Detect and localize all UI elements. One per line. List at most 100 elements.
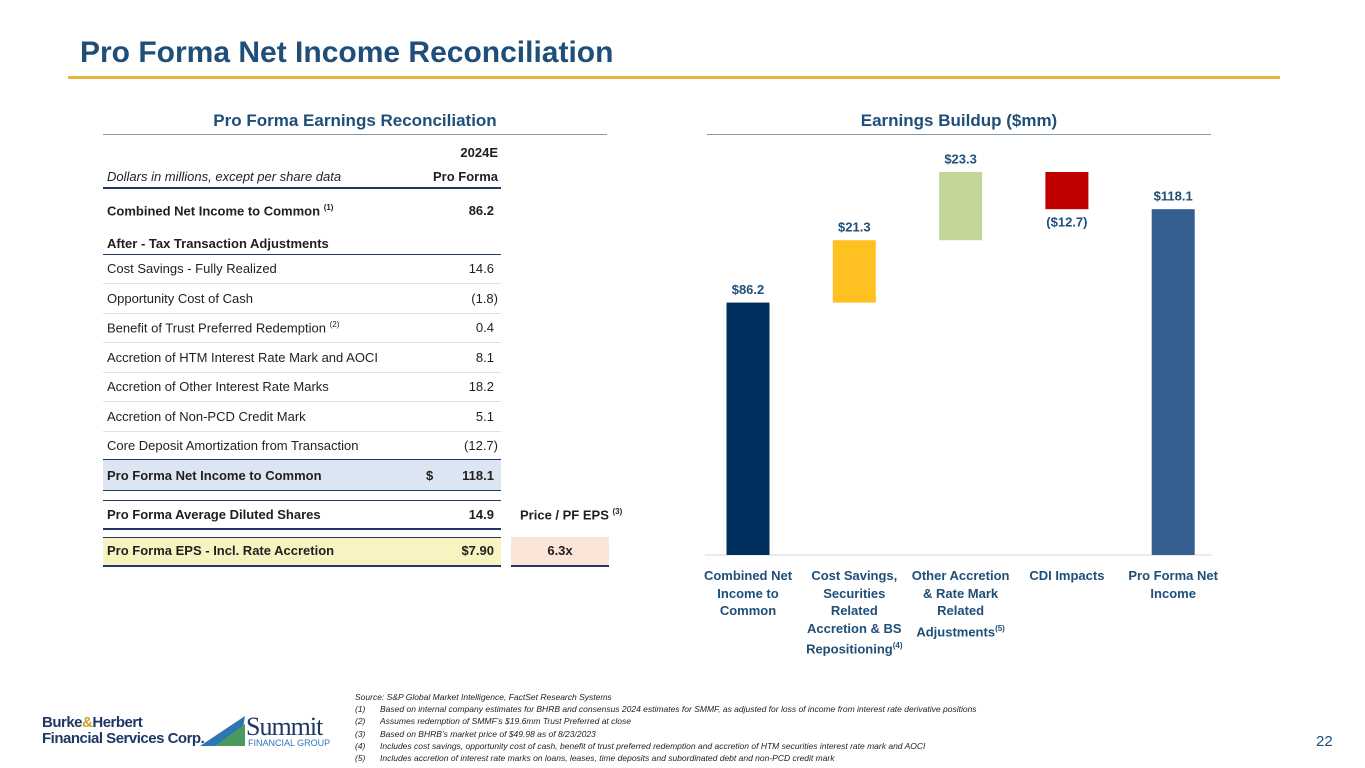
cell-value: (12.7) (464, 438, 498, 453)
category-text: Cost Savings, Securities Related Accreti… (806, 568, 902, 657)
rule (511, 565, 609, 567)
cell-text: Accretion of HTM Interest Rate Mark and … (107, 350, 378, 365)
cell-text: Price / PF EPS (520, 507, 609, 523)
cell-text: Opportunity Cost of Cash (107, 291, 253, 306)
cell-text: $ (426, 468, 434, 483)
logo-text: & (82, 714, 93, 731)
cell-text: Combined Net Income to Common (107, 203, 321, 219)
rule (707, 134, 1211, 135)
footnote-ref: (5) (995, 623, 1005, 633)
cell-text: Pro Forma Average Diluted Shares (107, 507, 321, 522)
rule (103, 500, 501, 501)
footnote-ref: (4) (892, 641, 903, 650)
rule (103, 371, 501, 373)
rule (103, 312, 501, 314)
cell-text: After - Tax Transaction Adjustments (107, 236, 329, 251)
rule (103, 490, 501, 491)
footnote-text: Based on BHRB’s market price of $49.98 a… (380, 728, 596, 739)
cell-text: Core Deposit Amortization from Transacti… (107, 438, 359, 453)
category-text: CDI Impacts (1029, 568, 1105, 583)
data-label: $21.3 (838, 220, 871, 235)
logo-text: Financial Services Corp. (42, 730, 205, 747)
logo-burke: Burke&Herbert (42, 714, 143, 731)
cell-value: 0.4 (475, 320, 494, 335)
bar (939, 172, 983, 241)
category-label: Other Accretion & Rate Mark Related Adju… (911, 567, 1011, 640)
cell-text: Combined Net Income to Common (1) (107, 203, 333, 218)
footnote-mark: (1) (355, 704, 366, 714)
page-number: 22 (1316, 733, 1333, 750)
cell-text: Benefit of Trust Preferred Redemption (107, 320, 326, 336)
rule (103, 528, 501, 530)
table-title: Pro Forma Earnings Reconciliation (213, 111, 497, 130)
cell-value: 14.9 (468, 507, 494, 522)
rule (103, 187, 501, 189)
footnote-mark: (3) (355, 728, 366, 739)
category-text: Combined Net Income to Common (703, 568, 793, 618)
category-label: CDI Impacts (1017, 567, 1117, 585)
bar (726, 302, 770, 555)
logo-text: Herbert (92, 714, 143, 731)
cell-text: Accretion of HTM Interest Rate Mark and … (107, 349, 378, 365)
data-label: $86.2 (732, 282, 765, 297)
cell-value: 6.3x (547, 543, 573, 558)
row-highlight (103, 537, 501, 565)
cell-value: 14.6 (468, 261, 494, 276)
data-label: $118.1 (1154, 189, 1193, 204)
cell-text: Benefit of Trust Preferred Redemption (2… (107, 320, 339, 335)
cell-value: $7.90 (461, 543, 494, 558)
rule (103, 342, 501, 343)
row-highlight (511, 537, 609, 565)
category-label: Pro Forma Net Income (1123, 567, 1223, 602)
logo-text: FINANCIAL GROUP (248, 738, 331, 748)
footnote-ref: (1) (323, 203, 334, 212)
cell-text: Cost Savings - Fully Realized (107, 261, 277, 276)
cell-value: Pro Forma (432, 169, 498, 184)
cell-text: Accretion of Non-PCD Credit Mark (107, 409, 306, 424)
cell-value: 8.1 (475, 349, 494, 365)
cell-value: 2024E (460, 145, 498, 160)
footnote-text: Based on internal company estimates for … (380, 704, 977, 714)
footnote-ref: (3) (612, 507, 623, 516)
bar (832, 240, 876, 303)
cell-value: 86.2 (468, 203, 494, 218)
category-text: Other Accretion & Rate Mark Related Adju… (911, 568, 1010, 639)
data-label: $23.3 (944, 151, 977, 166)
cell-text: Pro Forma EPS - Incl. Rate Accretion (107, 543, 335, 558)
footnote-mark: (5) (355, 753, 366, 764)
category-label: Cost Savings, Securities Related Accreti… (804, 567, 904, 658)
cell-value: 18.2 (468, 379, 494, 394)
category-label: Combined Net Income to Common (698, 567, 798, 620)
cell-text: Accretion of Non-PCD Credit Mark (107, 408, 306, 424)
footnote-mark: (2) (355, 716, 366, 727)
source: Source: S&P Global Market Intelligence, … (355, 692, 612, 702)
slide-title: Pro Forma Net Income Reconciliation (80, 36, 614, 69)
logo-text: Summit (246, 712, 323, 741)
cell-value: (1.8) (471, 290, 498, 306)
rule (103, 254, 501, 255)
row-highlight (103, 460, 501, 490)
cell-text: Accretion of Other Interest Rate Marks (107, 379, 329, 394)
cell-text: Price / PF EPS (3) (520, 507, 622, 522)
rule (103, 134, 607, 135)
cell-text: Cost Savings - Fully Realized (107, 261, 277, 276)
footnote-mark: (4) (355, 740, 366, 751)
category-text: Pro Forma Net Income (1128, 568, 1218, 601)
cell-text: Opportunity Cost of Cash (107, 290, 253, 306)
footnote-ref: (2) (329, 320, 340, 329)
bar (1045, 172, 1089, 210)
cell-text: Pro Forma Net Income to Common (107, 468, 322, 483)
rule (103, 430, 501, 432)
cell-text: Accretion of Other Interest Rate Marks (107, 379, 329, 394)
cell-text: Dollars in millions, except per share da… (107, 169, 342, 184)
rule (103, 537, 501, 538)
title-rule (68, 76, 1280, 79)
chart-title: Earnings Buildup ($mm) (860, 111, 1058, 130)
rule (103, 565, 501, 567)
logo-text: Burke (42, 714, 83, 731)
rule (103, 459, 501, 460)
bar (1151, 209, 1195, 555)
data-label: ($12.7) (1046, 215, 1087, 230)
